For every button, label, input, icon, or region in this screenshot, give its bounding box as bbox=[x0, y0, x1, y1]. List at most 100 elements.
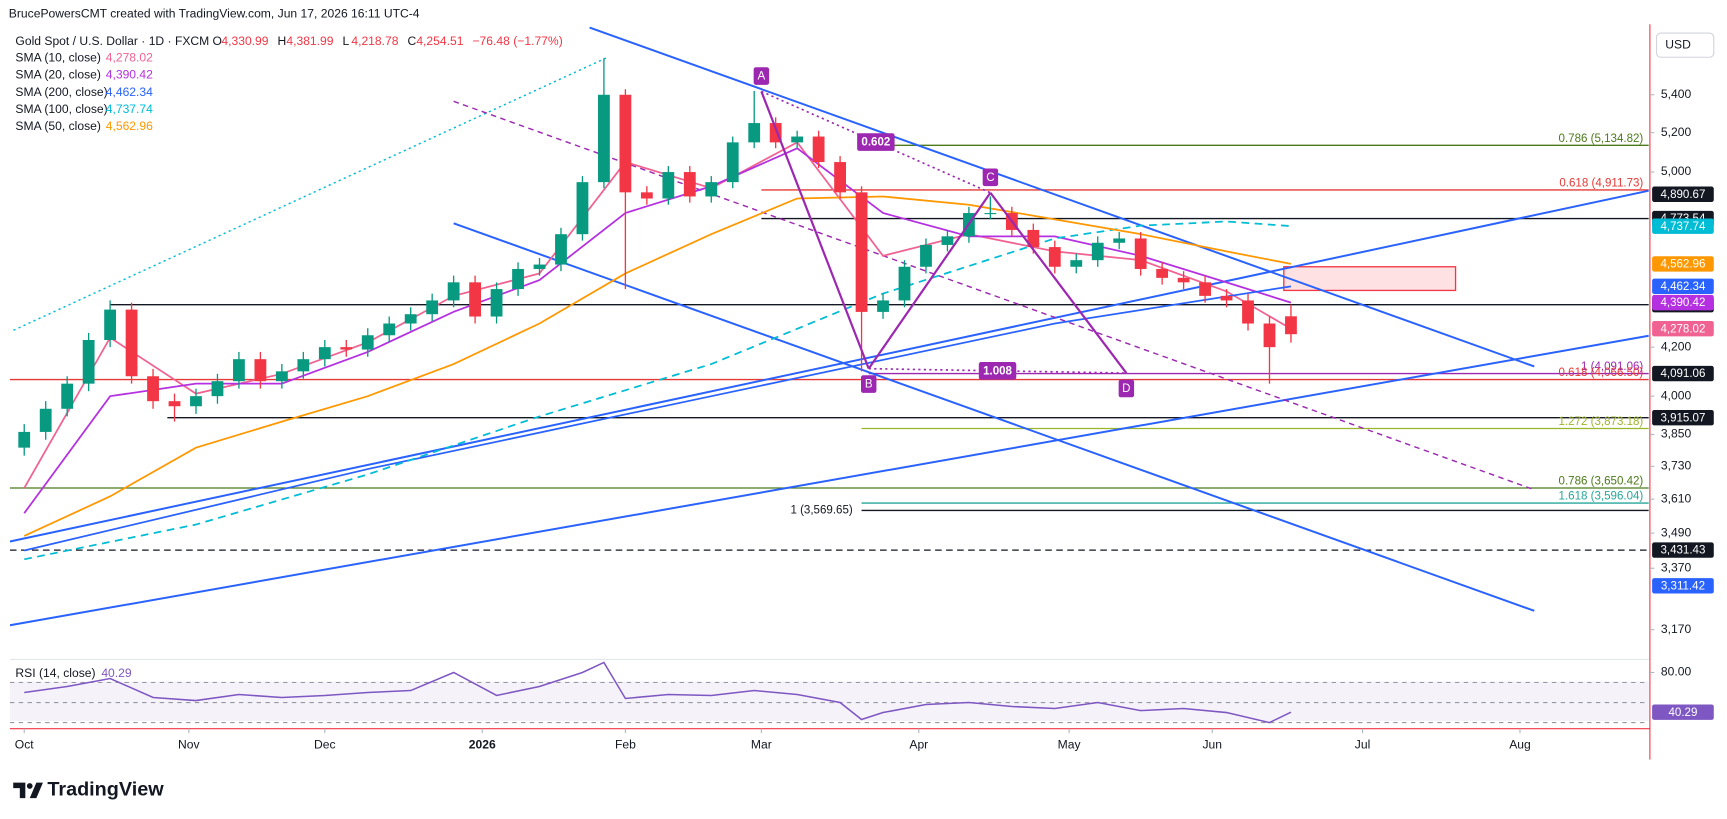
candle-body bbox=[361, 335, 374, 350]
candle-body bbox=[190, 396, 202, 407]
symbol: Gold Spot / U.S. Dollar · 1D · FXCM bbox=[15, 34, 209, 48]
ratio-label: 0.602 bbox=[861, 137, 890, 149]
candle-body bbox=[877, 300, 889, 312]
price-tag-label: 4,890.67 bbox=[1660, 189, 1705, 201]
candle-body bbox=[555, 234, 567, 265]
quote-key: H bbox=[278, 34, 287, 48]
x-tick-label: Aug bbox=[1509, 737, 1531, 751]
currency-box[interactable] bbox=[1655, 32, 1715, 58]
candle-body bbox=[447, 282, 460, 301]
candle-body bbox=[941, 236, 954, 245]
candle-body bbox=[748, 123, 761, 143]
candle-body bbox=[791, 136, 804, 143]
rsi-value: 40.29 bbox=[101, 666, 132, 680]
legend-name: SMA (10, close) bbox=[15, 51, 101, 65]
x-tick-label: Jul bbox=[1355, 737, 1370, 751]
y-tick-label: 5,400 bbox=[1661, 87, 1692, 101]
candle-body bbox=[383, 323, 396, 336]
candle-body bbox=[297, 359, 310, 372]
candle-body bbox=[726, 142, 739, 183]
x-tick-label: Mar bbox=[751, 737, 772, 751]
x-tick-label: Dec bbox=[314, 737, 336, 751]
candle-body bbox=[1177, 277, 1190, 283]
sma-tag bbox=[1652, 294, 1714, 311]
quote-value: 4,218.78 bbox=[351, 34, 398, 48]
pattern-leg bbox=[989, 192, 1128, 374]
ratio-label: 1.008 bbox=[983, 365, 1012, 377]
level-tag-label: 4,091.06 bbox=[1660, 368, 1705, 380]
candle-body bbox=[920, 244, 932, 267]
candle-body bbox=[18, 431, 31, 448]
rsi-pane bbox=[9, 661, 1649, 724]
candle-body bbox=[1199, 282, 1211, 296]
sma-line bbox=[24, 285, 1292, 552]
legend-value: 4,278.02 bbox=[106, 51, 153, 65]
level-label: 1.272 (3,873.18) bbox=[1559, 416, 1644, 428]
candle-body bbox=[168, 401, 181, 407]
pattern-leg bbox=[867, 192, 992, 370]
candle-body bbox=[1220, 295, 1233, 301]
candle-body bbox=[254, 359, 267, 382]
y-tick-label: 3,370 bbox=[1661, 560, 1692, 574]
level-label: 0.618 (4,911.73) bbox=[1559, 177, 1643, 189]
candle-body bbox=[576, 182, 589, 235]
quote-value: 4,330.99 bbox=[221, 34, 268, 48]
zone bbox=[1283, 266, 1457, 292]
candle-body bbox=[812, 136, 825, 163]
candle-body bbox=[61, 383, 74, 409]
y-tick-label: 5,000 bbox=[1661, 164, 1692, 178]
sma-tag-label: 4,562.96 bbox=[1660, 259, 1705, 271]
x-tick-label: Jun bbox=[1202, 737, 1222, 751]
y-tick-label: 5,200 bbox=[1661, 125, 1692, 139]
y-tick-label: 3,730 bbox=[1661, 459, 1692, 473]
candle-body bbox=[598, 94, 610, 183]
pattern-leg bbox=[760, 91, 870, 370]
candle-body bbox=[1156, 268, 1169, 278]
legend-value: 4,562.96 bbox=[106, 119, 153, 133]
x-tick-label: Nov bbox=[178, 737, 200, 751]
candle-body bbox=[662, 172, 675, 199]
level-label: 0.618 (4,066.50) bbox=[1559, 367, 1644, 379]
quote-value: 4,254.51 bbox=[416, 34, 463, 48]
sma-line bbox=[24, 220, 1292, 561]
rsi-tag bbox=[1652, 704, 1714, 720]
ratio-box bbox=[978, 362, 1017, 380]
candle-body bbox=[490, 289, 503, 317]
level-tag-label: 3,431.43 bbox=[1660, 545, 1705, 557]
sma-tag-label: 4,737.74 bbox=[1660, 221, 1706, 233]
ratio-box bbox=[857, 133, 895, 151]
legend-name: SMA (20, close) bbox=[15, 68, 101, 82]
candle-body bbox=[1263, 323, 1276, 348]
currency: USD bbox=[1665, 37, 1691, 51]
candle-body bbox=[834, 162, 846, 193]
logo bbox=[13, 782, 43, 799]
level-tag bbox=[1652, 409, 1714, 426]
overlay: Gold Spot / U.S. Dollar · 1D · FXCM O 4,33… bbox=[15, 34, 1714, 751]
pattern-point-box bbox=[753, 67, 770, 85]
level-tag bbox=[1652, 365, 1714, 382]
candle-body bbox=[855, 192, 868, 312]
sma-tag bbox=[1652, 218, 1714, 234]
candle-body bbox=[39, 408, 52, 432]
candle-body bbox=[82, 339, 95, 384]
quote-change: −76.48 (−1.77%) bbox=[473, 34, 563, 48]
candle-body bbox=[275, 371, 288, 382]
candle-body bbox=[404, 314, 417, 324]
level-label: 0.786 (3,650.42) bbox=[1559, 475, 1644, 487]
candle-body bbox=[1113, 238, 1126, 243]
level-label: 1 (4,091.06) bbox=[1581, 361, 1643, 373]
sma-line bbox=[23, 195, 1292, 537]
candle-body bbox=[619, 94, 632, 193]
legend-name: SMA (200, close) bbox=[15, 85, 107, 99]
attribution: BrucePowersCMT created with TradingView.… bbox=[9, 7, 420, 21]
level-label: 1.618 (3,596.04) bbox=[1559, 490, 1644, 502]
x-tick-label: Apr bbox=[909, 737, 928, 751]
candle-body bbox=[125, 309, 138, 377]
candle-body bbox=[233, 359, 245, 382]
y-tick-label: 3,170 bbox=[1661, 622, 1692, 636]
candle-body bbox=[683, 172, 696, 197]
quote-key: L bbox=[343, 34, 350, 48]
level-tag-label: 3,915.07 bbox=[1660, 412, 1705, 424]
pattern-point-label: A bbox=[758, 71, 766, 83]
candle-body bbox=[1070, 260, 1083, 267]
